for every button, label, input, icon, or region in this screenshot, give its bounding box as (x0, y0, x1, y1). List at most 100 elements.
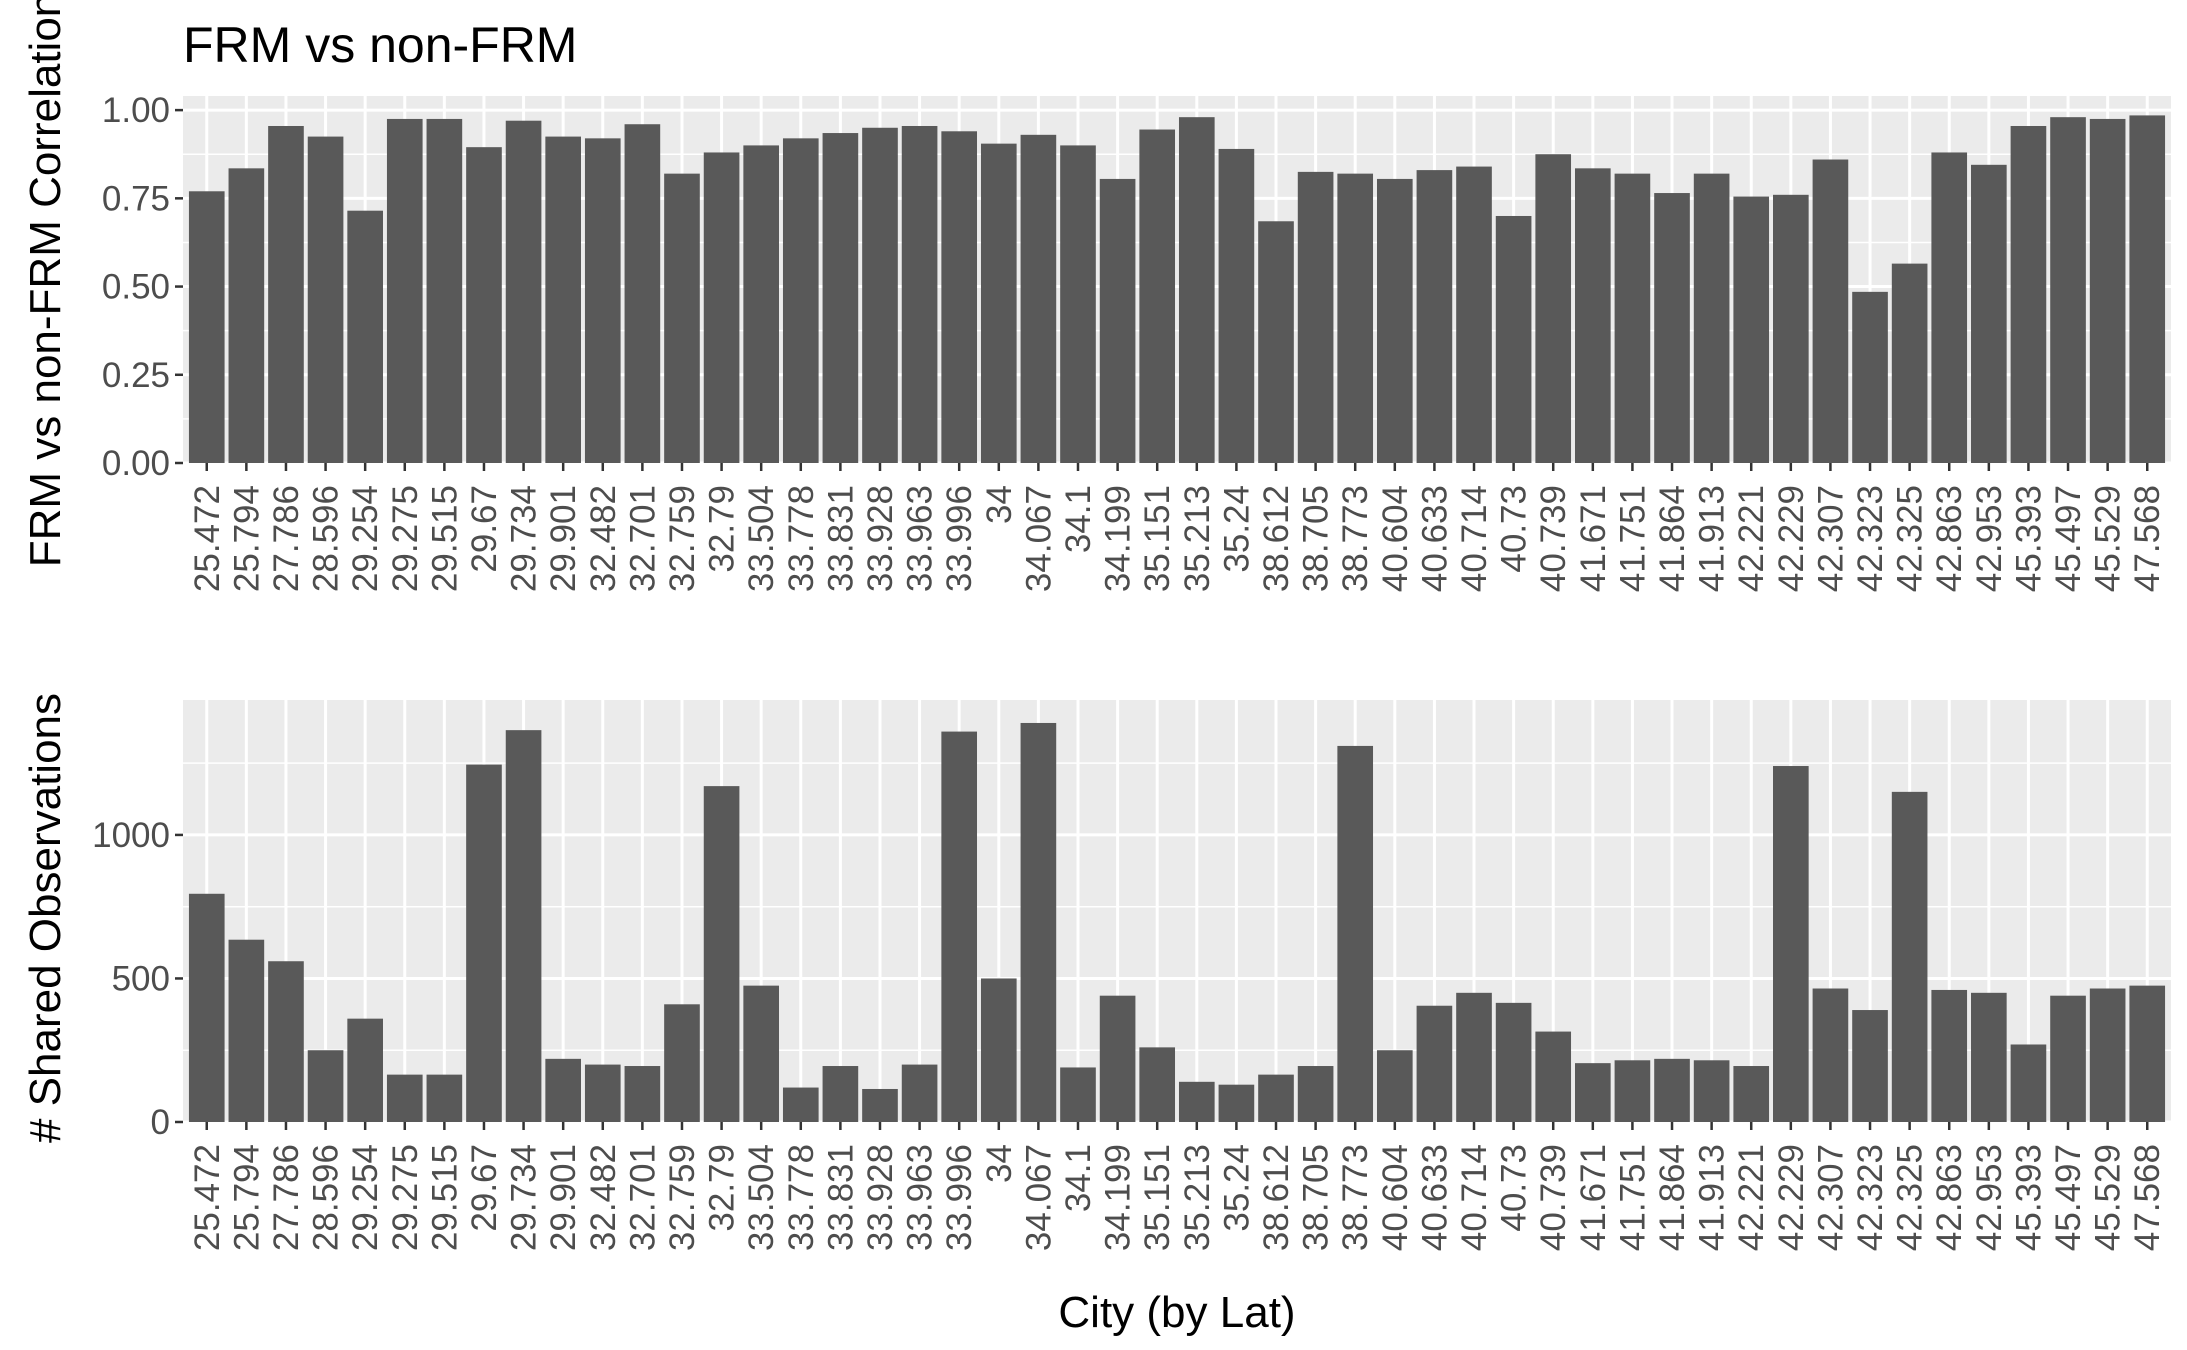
observations-bar (1535, 1031, 1572, 1122)
observations-bar (268, 961, 304, 1122)
observations-x-tick-label: 33.778 (782, 1144, 821, 1251)
observations-bar (1258, 1074, 1294, 1122)
correlation-bar (1258, 221, 1294, 463)
observations-bar (1852, 1010, 1888, 1122)
observations-bar (1891, 791, 1928, 1122)
observations-x-tick-label: 34.199 (1099, 1144, 1138, 1251)
correlation-bar (941, 131, 978, 464)
observations-bar (426, 1074, 463, 1122)
correlation-bar (584, 138, 621, 463)
observations-x-tick-label: 32.759 (663, 1144, 702, 1251)
observations-x-tick-label: 35.24 (1217, 1144, 1256, 1232)
observations-x-tick-label: 32.482 (584, 1144, 623, 1251)
correlation-bar (307, 136, 344, 463)
observations-x-tick-label: 41.864 (1653, 1144, 1692, 1251)
observations-x-tick-label: 47.568 (2128, 1144, 2167, 1251)
observations-bar (664, 1004, 700, 1122)
observations-bar (1614, 1060, 1651, 1122)
correlation-panel: 0.000.250.500.751.00 25.472 25.794 27.786 2… (102, 91, 2171, 592)
observations-bar (1020, 722, 1057, 1122)
correlation-bar (1218, 148, 1255, 464)
observations-bar (743, 985, 780, 1122)
correlation-x-tick-label: 35.151 (1138, 485, 1177, 592)
correlation-y-tick-label: 0.50 (102, 268, 170, 307)
correlation-x-tick-label: 28.596 (307, 485, 346, 592)
correlation-x-tick-label: 34.1 (1059, 485, 1098, 553)
observations-x-tick-label: 29.275 (386, 1144, 425, 1251)
observations-x-tick-label: 29.901 (544, 1144, 583, 1251)
correlation-bar (2050, 117, 2086, 463)
correlation-y-axis-title: FRM vs non-FRM Correlation (21, 0, 70, 567)
observations-bar (980, 978, 1017, 1122)
observations-bar (624, 1066, 661, 1122)
observations-y-axis: 0 500 1000 (92, 816, 183, 1142)
observations-bar (703, 786, 740, 1122)
correlation-x-tick-label: 33.831 (821, 485, 860, 592)
correlation-x-tick-label: 40.604 (1376, 485, 1415, 592)
correlation-bar (1416, 170, 1453, 463)
observations-bar (1733, 1066, 1770, 1122)
observations-x-tick-label: 33.831 (821, 1144, 860, 1251)
correlation-x-tick-label: 29.275 (386, 485, 425, 592)
correlation-x-tick-label: 34.199 (1099, 485, 1138, 592)
observations-x-tick-label: 45.497 (2049, 1144, 2088, 1251)
correlation-bar (1812, 159, 1849, 463)
correlation-x-tick-label: 35.24 (1217, 485, 1256, 573)
correlation-bar (1060, 145, 1096, 463)
correlation-y-tick-label: 1.00 (102, 91, 170, 130)
correlation-x-tick-label: 42.229 (1772, 485, 1811, 592)
observations-bar (862, 1088, 898, 1122)
observations-x-tick-label: 42.953 (1970, 1144, 2009, 1251)
correlation-bar (1020, 134, 1057, 463)
observations-x-tick-label: 32.79 (703, 1144, 742, 1232)
correlation-bar (228, 168, 265, 463)
correlation-x-tick-label: 42.221 (1732, 485, 1771, 592)
observations-x-tick-label: 35.213 (1178, 1144, 1217, 1251)
correlation-x-tick-label: 33.504 (742, 485, 781, 592)
correlation-x-tick-label: 35.213 (1178, 485, 1217, 592)
observations-x-tick-label: 34.067 (1019, 1144, 1058, 1251)
correlation-x-tick-label: 27.786 (267, 485, 306, 592)
correlation-x-tick-label: 40.633 (1415, 485, 1454, 592)
correlation-bar (1733, 196, 1770, 463)
observations-bar (347, 1018, 383, 1122)
observations-x-tick-label: 33.504 (742, 1144, 781, 1251)
correlation-bar (1337, 173, 1374, 463)
observations-bar (1495, 1002, 1532, 1122)
correlation-bar (1139, 129, 1176, 463)
observations-bar (505, 730, 542, 1122)
observations-x-tick-label: 42.229 (1772, 1144, 1811, 1251)
correlation-x-tick-label: 41.913 (1693, 485, 1732, 592)
correlation-x-tick-label: 34.067 (1019, 485, 1058, 592)
correlation-bar (1456, 166, 1492, 464)
observations-x-tick-label: 29.67 (465, 1144, 504, 1232)
correlation-x-tick-label: 45.529 (2089, 485, 2128, 592)
correlation-x-tick-label: 41.864 (1653, 485, 1692, 592)
observations-bar (228, 939, 265, 1122)
correlation-bar (1931, 152, 1968, 463)
observations-bar (1060, 1067, 1096, 1122)
correlation-bars (188, 115, 2166, 464)
correlation-bar (505, 120, 542, 464)
correlation-x-tick-label: 40.739 (1534, 485, 1573, 592)
correlation-bar (386, 118, 423, 463)
observations-bar (307, 1050, 344, 1122)
observations-bar (901, 1064, 938, 1122)
correlation-x-tick-label: 25.472 (188, 485, 227, 592)
correlation-bar (1297, 171, 1334, 464)
correlation-x-tick-label: 45.393 (2009, 485, 2048, 592)
observations-y-tick-label: 500 (112, 959, 170, 998)
observations-y-axis-title: # Shared Observations (21, 693, 70, 1143)
correlation-x-tick-label: 38.612 (1257, 485, 1296, 592)
observations-bar (584, 1064, 621, 1122)
x-axis-title: City (by Lat) (1058, 1288, 1295, 1337)
correlation-bar (862, 127, 898, 463)
observations-bar (188, 893, 225, 1122)
observations-x-tick-label: 33.996 (940, 1144, 979, 1251)
observations-bar (1376, 1050, 1413, 1122)
observations-bars (188, 722, 2166, 1122)
correlation-x-tick-label: 32.79 (703, 485, 742, 573)
correlation-x-tick-label: 34 (980, 485, 1019, 524)
observations-bar (782, 1087, 819, 1122)
